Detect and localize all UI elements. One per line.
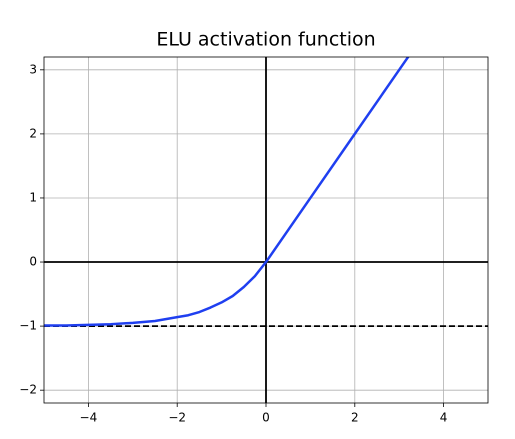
y-tick-label: 3	[29, 62, 37, 76]
y-tick-label: −1	[19, 319, 37, 333]
axes-frame	[43, 56, 489, 404]
x-tick-label: 4	[440, 411, 448, 425]
line-series	[44, 57, 410, 327]
y-tick-label: −2	[19, 383, 37, 397]
x-tick-label: 2	[351, 411, 359, 425]
plot-area	[44, 57, 488, 403]
x-tick-label: −2	[168, 411, 186, 425]
chart-title: ELU activation function	[156, 29, 375, 51]
x-tick-label: 0	[262, 411, 270, 425]
y-tick-label: 1	[29, 190, 37, 204]
y-tick-label: 0	[29, 255, 37, 269]
x-tick-label: −4	[80, 411, 98, 425]
y-tick-label: 2	[29, 126, 37, 140]
